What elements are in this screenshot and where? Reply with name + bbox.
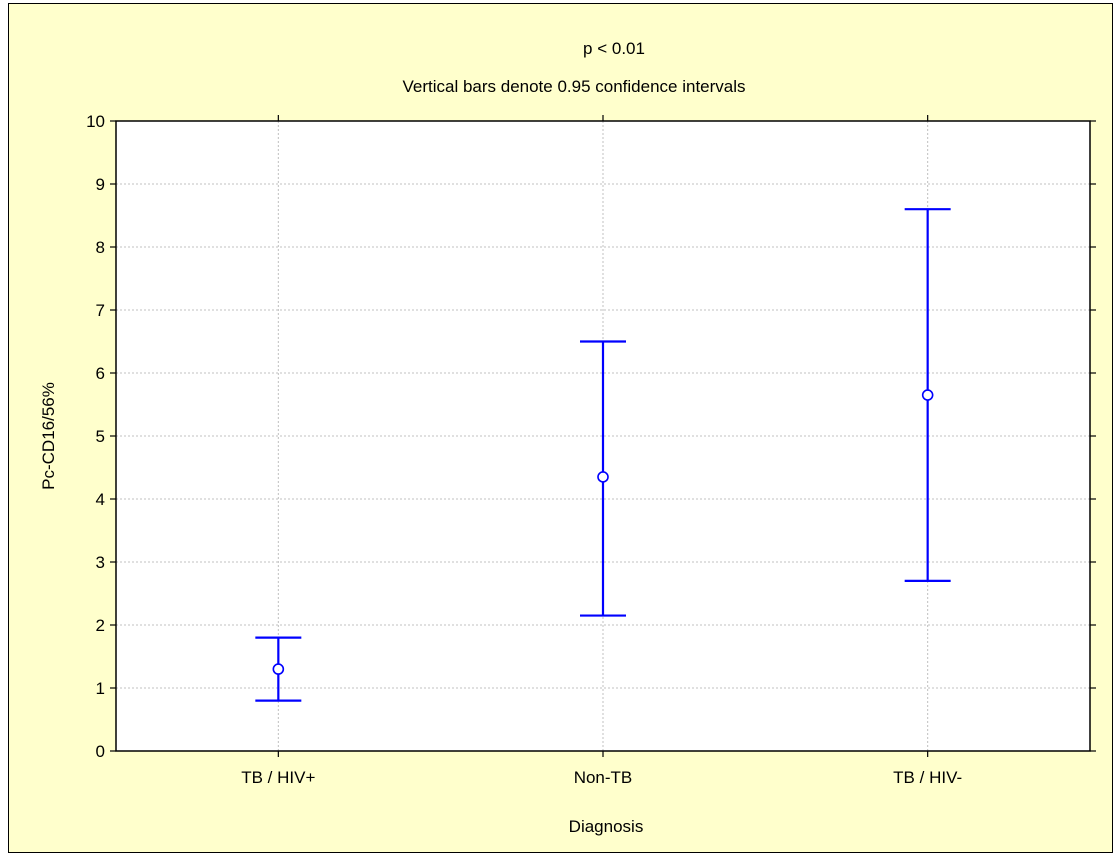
mean-point bbox=[921, 389, 934, 401]
y-tick-label: 7 bbox=[96, 301, 105, 320]
y-tick-label: 1 bbox=[96, 679, 105, 698]
y-tick-label: 10 bbox=[86, 112, 105, 131]
mean-point bbox=[272, 663, 285, 675]
y-tick-label: 9 bbox=[96, 175, 105, 194]
data-marks bbox=[255, 208, 951, 702]
x-tick-label: TB / HIV- bbox=[893, 768, 962, 787]
mean-point bbox=[597, 471, 609, 483]
chart-subtitle: Vertical bars denote 0.95 confidence int… bbox=[402, 77, 745, 96]
x-axis: TB / HIV+ Non-TB TB / HIV- bbox=[241, 115, 962, 787]
y-tick-label: 3 bbox=[96, 553, 105, 572]
y-tick-label: 8 bbox=[96, 238, 105, 257]
y-tick-label: 4 bbox=[96, 490, 105, 509]
chart-title: p < 0.01 bbox=[583, 39, 645, 58]
x-tick-label: Non-TB bbox=[574, 768, 633, 787]
x-axis-label: Diagnosis bbox=[569, 817, 644, 836]
plot-border bbox=[115, 120, 1091, 752]
y-axis-label: Pc-CD16/56% bbox=[39, 382, 58, 490]
chart-frame: p < 0.01 Vertical bars denote 0.95 confi… bbox=[8, 3, 1113, 853]
y-tick-label: 0 bbox=[96, 742, 105, 761]
y-tick-label: 6 bbox=[96, 364, 105, 383]
y-tick-label: 5 bbox=[96, 427, 105, 446]
y-axis: 0 1 2 3 4 5 6 7 8 9 10 bbox=[86, 112, 1096, 761]
y-tick-label: 2 bbox=[96, 616, 105, 635]
x-tick-label: TB / HIV+ bbox=[241, 768, 315, 787]
ci-errorbar-chart: p < 0.01 Vertical bars denote 0.95 confi… bbox=[39, 39, 1096, 836]
